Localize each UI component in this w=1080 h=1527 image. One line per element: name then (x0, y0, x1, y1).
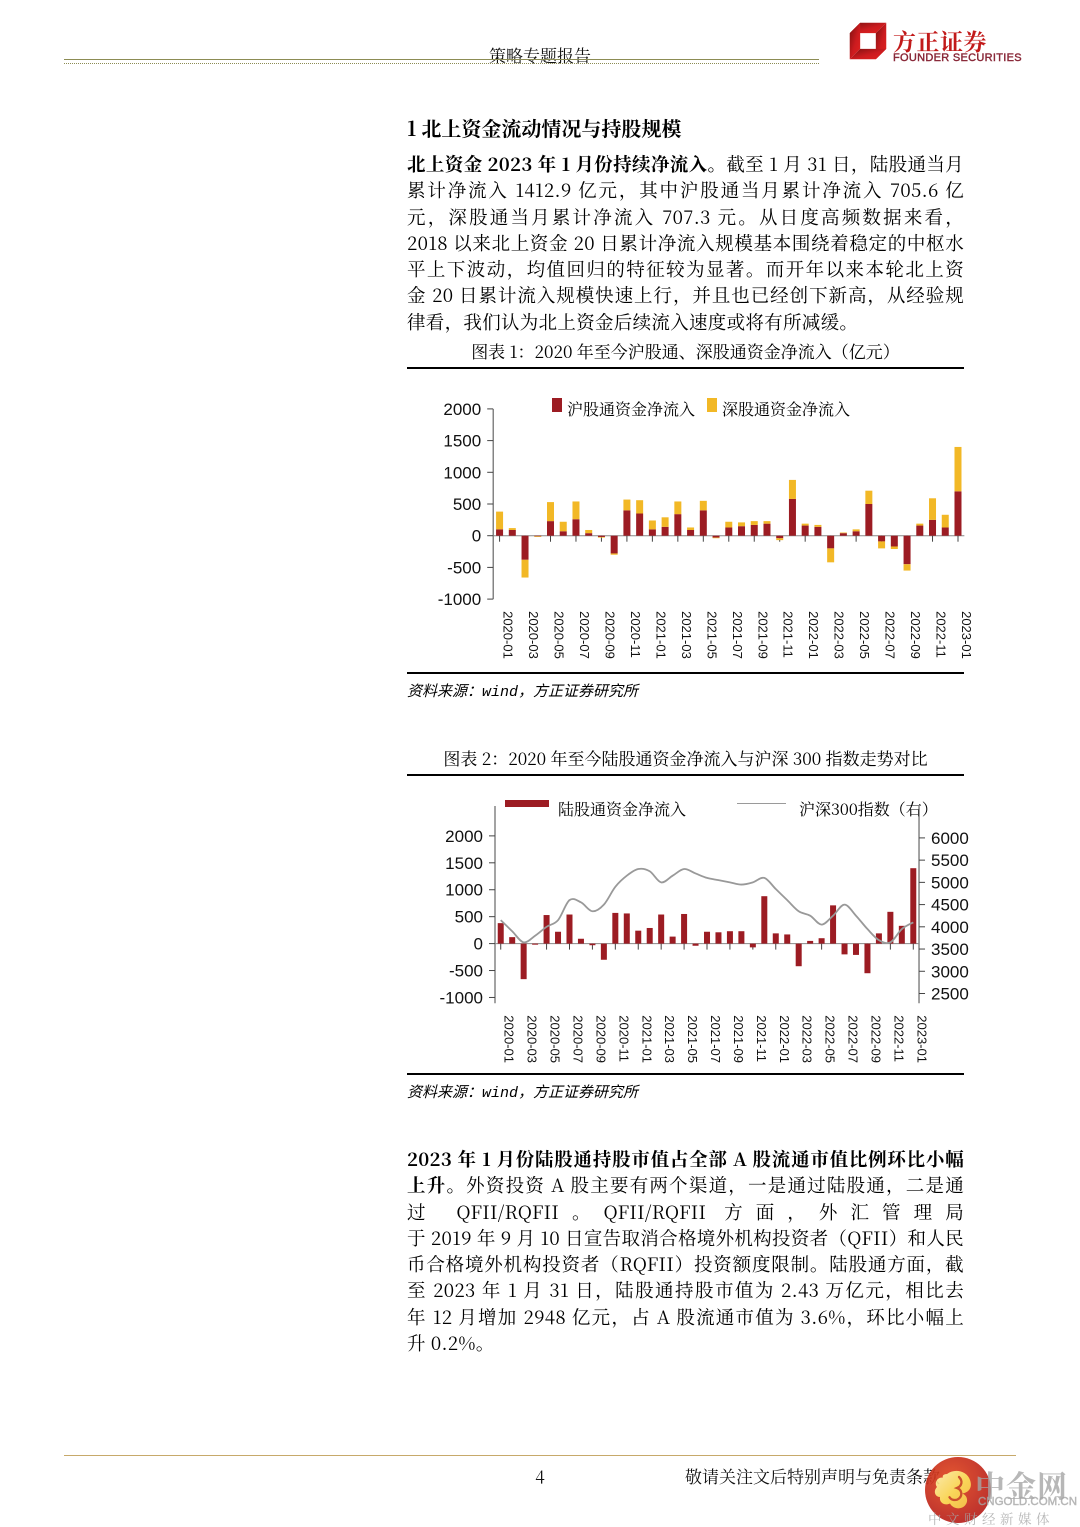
svg-text:2020-07: 2020-07 (570, 1015, 585, 1063)
svg-text:5000: 5000 (931, 873, 969, 892)
svg-text:1500: 1500 (445, 854, 483, 873)
svg-text:-1000: -1000 (440, 988, 483, 1007)
svg-text:2021-09: 2021-09 (731, 1015, 746, 1063)
svg-text:2022-03: 2022-03 (800, 1015, 815, 1063)
svg-text:6000: 6000 (931, 829, 969, 848)
svg-text:2022-01: 2022-01 (777, 1015, 792, 1063)
svg-text:3000: 3000 (931, 962, 969, 981)
svg-text:2020-05: 2020-05 (548, 1015, 563, 1063)
svg-text:1000: 1000 (445, 881, 483, 900)
svg-text:5500: 5500 (931, 851, 969, 870)
svg-text:2021-11: 2021-11 (754, 1015, 769, 1062)
svg-text:2023-01: 2023-01 (914, 1015, 929, 1063)
svg-text:2022-05: 2022-05 (823, 1015, 838, 1063)
svg-text:2000: 2000 (445, 827, 483, 846)
svg-text:2500: 2500 (931, 985, 969, 1004)
svg-text:2021-01: 2021-01 (639, 1015, 654, 1063)
svg-text:2020-11: 2020-11 (616, 1015, 631, 1062)
svg-text:2022-07: 2022-07 (846, 1015, 861, 1063)
svg-text:4500: 4500 (931, 896, 969, 915)
svg-text:2020-09: 2020-09 (593, 1015, 608, 1063)
svg-text:0: 0 (474, 935, 483, 954)
svg-text:2021-07: 2021-07 (708, 1015, 723, 1063)
svg-text:3500: 3500 (931, 940, 969, 959)
svg-text:2020-03: 2020-03 (525, 1015, 540, 1063)
svg-text:-500: -500 (449, 962, 483, 981)
svg-text:2021-03: 2021-03 (662, 1015, 677, 1063)
svg-text:4000: 4000 (931, 918, 969, 937)
svg-text:500: 500 (455, 908, 483, 927)
svg-text:2020-01: 2020-01 (502, 1015, 517, 1063)
svg-text:2022-09: 2022-09 (868, 1015, 883, 1063)
svg-text:2022-11: 2022-11 (891, 1015, 906, 1062)
svg-text:2021-05: 2021-05 (685, 1015, 700, 1063)
